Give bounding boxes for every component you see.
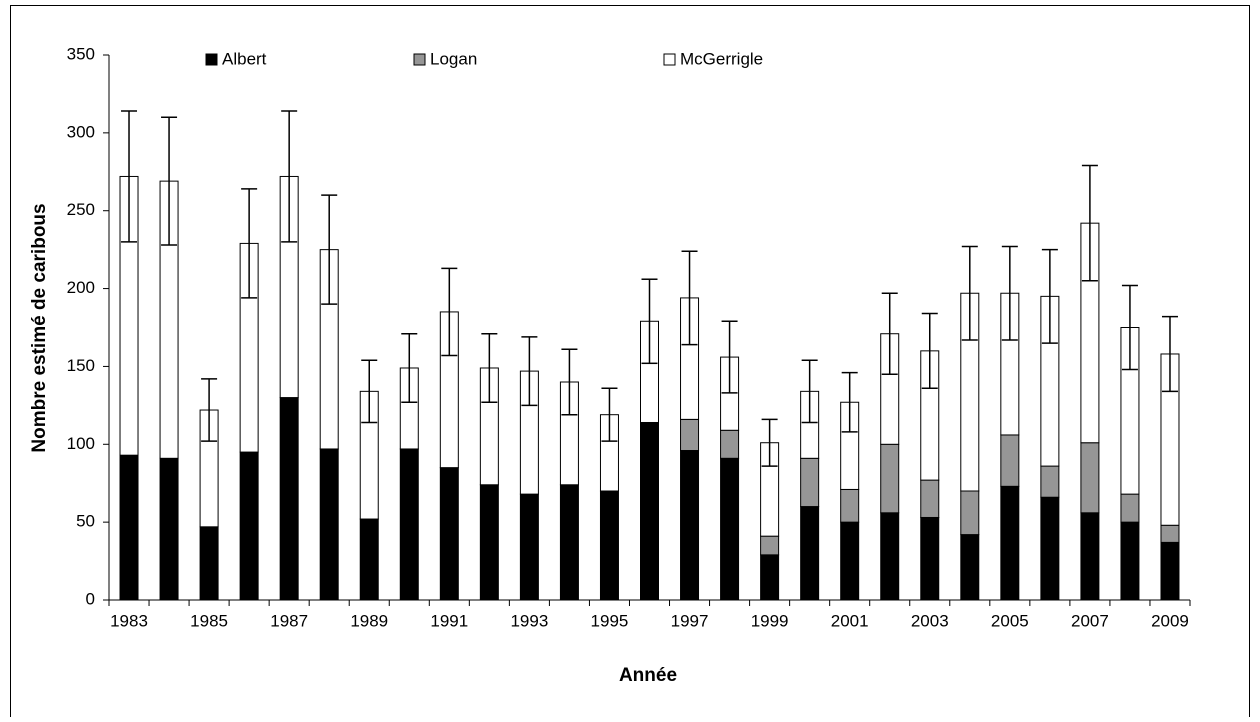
bar-segment: [680, 450, 700, 601]
legend-swatch: [413, 53, 426, 66]
bar-segment: [519, 493, 539, 601]
y-tick-label: 300: [67, 122, 95, 141]
error-bar: [281, 110, 298, 243]
y-tick-label: 50: [76, 512, 95, 531]
bar-segment: [1000, 434, 1020, 487]
bar-segment: [920, 516, 940, 601]
bar-segment: [720, 457, 740, 601]
bar-segment: [279, 397, 299, 601]
error-bar: [201, 378, 218, 442]
x-tick-label: 1991: [430, 611, 468, 630]
legend-swatch: [663, 53, 676, 66]
error-bar: [1001, 245, 1018, 341]
bar-segment: [840, 521, 860, 601]
x-tick-label: 1997: [671, 611, 709, 630]
legend-label: Logan: [430, 49, 477, 68]
error-bar: [721, 320, 738, 394]
error-bar: [961, 245, 978, 341]
bar-segment: [1120, 521, 1140, 601]
bar-segment: [680, 418, 700, 452]
bar-segment: [359, 518, 379, 601]
error-bar: [681, 250, 698, 346]
bar-segment: [880, 512, 900, 601]
y-axis-label: Nombre estimé de caribous: [29, 203, 50, 452]
legend-label: McGerrigle: [680, 49, 763, 68]
bar-segment: [800, 506, 820, 601]
x-axis-label: Année: [619, 665, 677, 686]
bar-segment: [960, 490, 980, 536]
error-bar: [1041, 248, 1058, 344]
legend-label: Albert: [222, 49, 267, 68]
error-bar: [321, 194, 338, 305]
x-tick-label: 2003: [911, 611, 949, 630]
y-tick-label: 0: [86, 589, 95, 608]
bar-segment: [599, 490, 619, 601]
bar-segment: [760, 554, 780, 601]
y-tick-label: 350: [67, 44, 95, 63]
bar-segment: [840, 488, 860, 523]
y-tick-label: 150: [67, 356, 95, 375]
bar-segment: [1120, 493, 1140, 523]
x-tick-label: 1995: [591, 611, 629, 630]
legend-swatch: [205, 53, 218, 66]
bar-segment: [880, 443, 900, 514]
error-bar: [1081, 164, 1098, 282]
bar-segment: [640, 421, 659, 601]
x-tick-label: 1987: [270, 611, 308, 630]
error-bar: [521, 336, 538, 407]
x-tick-label: 1993: [510, 611, 548, 630]
bar-segment: [1160, 541, 1180, 601]
bar-segment: [720, 429, 740, 459]
error-bar: [241, 188, 258, 299]
bar-segment: [1040, 465, 1060, 498]
error-bar: [161, 116, 178, 246]
error-bar: [801, 359, 818, 424]
bar-segment: [559, 484, 579, 601]
bar-segment: [960, 534, 980, 601]
bar-segment: [760, 535, 780, 556]
x-tick-label: 2009: [1151, 611, 1189, 630]
error-bar: [841, 371, 858, 433]
error-bar: [921, 312, 938, 389]
bar-segment: [920, 479, 940, 518]
bar-segment: [319, 448, 339, 601]
error-bar: [361, 359, 378, 424]
bar-segment: [239, 451, 259, 601]
error-bar: [401, 332, 418, 403]
frame: [10, 5, 1250, 722]
x-tick-label: 2005: [991, 611, 1029, 630]
error-bar: [1121, 284, 1138, 371]
y-tick-label: 200: [67, 278, 95, 297]
error-bar: [601, 387, 618, 442]
x-tick-label: 1989: [350, 611, 388, 630]
bar-segment: [479, 484, 499, 601]
error-bar: [441, 267, 458, 357]
y-tick-label: 250: [67, 200, 95, 219]
bar-segment: [439, 467, 459, 601]
bar-segment: [1080, 442, 1100, 514]
bar-segment: [159, 457, 179, 601]
error-bar: [881, 292, 898, 375]
x-tick-label: 2007: [1071, 611, 1109, 630]
x-tick-label: 1983: [110, 611, 148, 630]
bar-segment: [1000, 485, 1020, 601]
error-bar: [1161, 315, 1178, 393]
bar-segment: [1040, 496, 1060, 601]
bar-segment: [119, 454, 139, 601]
bar-segment: [199, 526, 219, 601]
error-bar: [641, 278, 658, 365]
x-tick-label: 1985: [190, 611, 228, 630]
bar-segment: [1080, 512, 1100, 601]
error-bar: [121, 110, 138, 243]
bar-segment: [1160, 524, 1180, 543]
bar-segment: [399, 448, 419, 601]
x-tick-label: 1999: [751, 611, 789, 630]
error-bar: [481, 332, 498, 403]
x-tick-label: 2001: [831, 611, 869, 630]
error-bar: [561, 348, 578, 416]
error-bar: [761, 418, 778, 467]
y-tick-label: 100: [67, 434, 95, 453]
bar-segment: [800, 457, 820, 508]
